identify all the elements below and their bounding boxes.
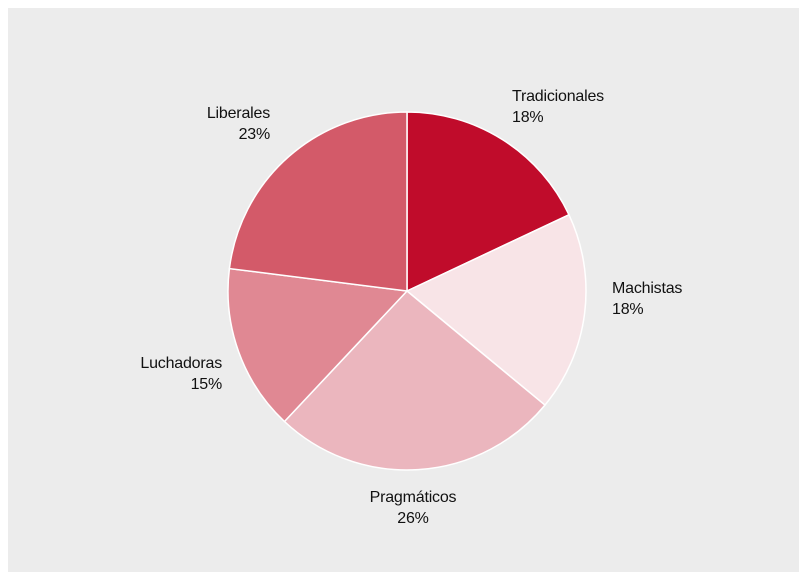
- slice-label-luchadoras: Luchadoras: [140, 355, 222, 372]
- slice-label-tradicionales: Tradicionales: [512, 88, 604, 105]
- pie-slice-tradicionales: [406, 111, 570, 293]
- pie-slice-machistas: [405, 213, 587, 407]
- slice-value-luchadoras: 15%: [191, 376, 222, 393]
- slice-value-tradicionales: 18%: [512, 109, 543, 126]
- slice-value-liberales: 23%: [239, 126, 270, 143]
- slice-label-machistas: Machistas: [612, 280, 682, 297]
- slice-value-pragmaticos: 26%: [397, 510, 428, 527]
- pie-slice-liberales: [228, 111, 408, 292]
- slice-label-liberales: Liberales: [207, 105, 270, 122]
- pie-slice-luchadoras: [227, 267, 409, 423]
- pie-slice-pragmaticos: [283, 289, 546, 471]
- slice-label-pragmaticos: Pragmáticos: [370, 489, 457, 506]
- slice-value-machistas: 18%: [612, 301, 643, 318]
